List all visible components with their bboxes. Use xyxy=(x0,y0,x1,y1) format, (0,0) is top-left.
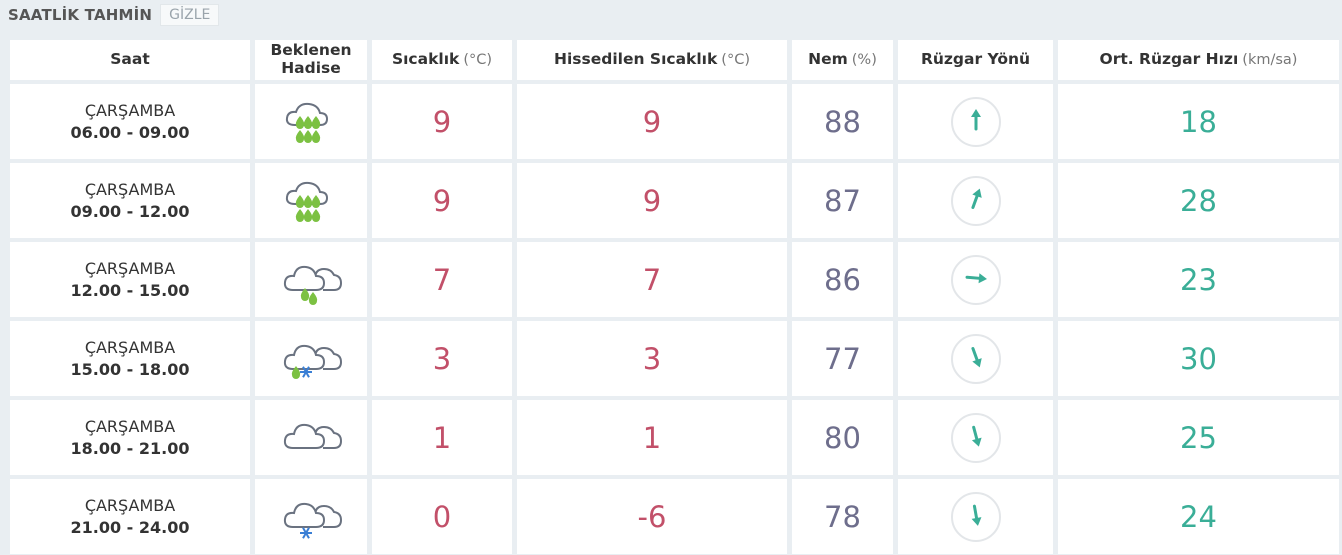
light-snow-icon xyxy=(279,490,343,544)
humidity-value: 78 xyxy=(792,479,893,554)
time-slot-cell: ÇARŞAMBA 15.00 - 18.00 xyxy=(10,321,250,396)
day-label: ÇARŞAMBA xyxy=(84,179,176,199)
wind-compass xyxy=(950,491,1001,542)
feels-like-value: 1 xyxy=(517,400,787,475)
wind-compass xyxy=(950,175,1001,226)
time-slot-cell: ÇARŞAMBA 09.00 - 12.00 xyxy=(10,163,250,238)
wind-compass xyxy=(950,412,1001,463)
wind-arrow-icon xyxy=(963,423,989,453)
humidity-value: 80 xyxy=(792,400,893,475)
humidity-value: 77 xyxy=(792,321,893,396)
wind-direction-cell xyxy=(898,400,1053,475)
day-label: ÇARŞAMBA xyxy=(84,100,176,120)
time-slot-cell: ÇARŞAMBA 12.00 - 15.00 xyxy=(10,242,250,317)
temperature-value: 9 xyxy=(372,84,512,159)
column-header-temperature: Sıcaklık (°C) xyxy=(372,40,512,80)
day-label: ÇARŞAMBA xyxy=(84,416,176,436)
hourly-forecast-table: Saat Beklenen Hadise Sıcaklık (°C) Hissedi… xyxy=(10,40,1339,554)
time-slot-cell: ÇARŞAMBA 18.00 - 21.00 xyxy=(10,400,250,475)
wind-arrow-icon xyxy=(963,107,989,137)
temperature-value: 1 xyxy=(372,400,512,475)
humidity-value: 88 xyxy=(792,84,893,159)
column-header-feels-like: Hissedilen Sıcaklık (°C) xyxy=(517,40,787,80)
temperature-value: 0 xyxy=(372,479,512,554)
wind-direction-cell xyxy=(898,479,1053,554)
column-header-wind-direction: Rüzgar Yönü xyxy=(898,40,1053,80)
time-slot-cell: ÇARŞAMBA 06.00 - 09.00 xyxy=(10,84,250,159)
time-range: 15.00 - 18.00 xyxy=(70,359,190,379)
feels-like-value: 7 xyxy=(517,242,787,317)
weather-event-cell xyxy=(255,84,367,159)
humidity-value: 86 xyxy=(792,242,893,317)
temperature-value: 3 xyxy=(372,321,512,396)
feels-like-value: -6 xyxy=(517,479,787,554)
wind-speed-value: 30 xyxy=(1058,321,1339,396)
feels-like-value: 3 xyxy=(517,321,787,396)
wind-speed-value: 18 xyxy=(1058,84,1339,159)
weather-event-cell xyxy=(255,479,367,554)
feels-like-value: 9 xyxy=(517,84,787,159)
wind-speed-value: 28 xyxy=(1058,163,1339,238)
day-label: ÇARŞAMBA xyxy=(84,258,176,278)
time-range: 09.00 - 12.00 xyxy=(70,201,190,221)
time-range: 21.00 - 24.00 xyxy=(70,517,190,537)
wind-direction-cell xyxy=(898,321,1053,396)
weather-event-cell xyxy=(255,321,367,396)
wind-direction-cell xyxy=(898,242,1053,317)
forecast-header: SAATLİK TAHMİN GİZLE xyxy=(8,4,220,26)
column-header-humidity: Nem (%) xyxy=(792,40,893,80)
wind-arrow-icon xyxy=(963,265,989,295)
time-range: 06.00 - 09.00 xyxy=(70,122,190,142)
wind-speed-value: 23 xyxy=(1058,242,1339,317)
wind-speed-value: 24 xyxy=(1058,479,1339,554)
wind-direction-cell xyxy=(898,163,1053,238)
wind-speed-value: 25 xyxy=(1058,400,1339,475)
wind-arrow-icon xyxy=(963,186,989,216)
time-range: 18.00 - 21.00 xyxy=(70,438,190,458)
wind-direction-cell xyxy=(898,84,1053,159)
wind-compass xyxy=(950,96,1001,147)
heavy-rain-icon xyxy=(279,95,343,149)
wind-arrow-icon xyxy=(963,502,989,532)
wind-compass xyxy=(950,333,1001,384)
sleet-icon xyxy=(279,332,343,386)
time-range: 12.00 - 15.00 xyxy=(70,280,190,300)
day-label: ÇARŞAMBA xyxy=(84,337,176,357)
feels-like-value: 9 xyxy=(517,163,787,238)
column-header-wind-speed: Ort. Rüzgar Hızı (km/sa) xyxy=(1058,40,1339,80)
temperature-value: 9 xyxy=(372,163,512,238)
cloudy-icon xyxy=(279,411,343,465)
weather-event-cell xyxy=(255,242,367,317)
wind-compass xyxy=(950,254,1001,305)
weather-event-cell xyxy=(255,163,367,238)
hide-button[interactable]: GİZLE xyxy=(160,4,220,26)
wind-arrow-icon xyxy=(963,344,989,374)
weather-event-cell xyxy=(255,400,367,475)
temperature-value: 7 xyxy=(372,242,512,317)
heavy-rain-icon xyxy=(279,174,343,228)
column-header-time: Saat xyxy=(10,40,250,80)
humidity-value: 87 xyxy=(792,163,893,238)
column-header-event: Beklenen Hadise xyxy=(255,40,367,80)
time-slot-cell: ÇARŞAMBA 21.00 - 24.00 xyxy=(10,479,250,554)
day-label: ÇARŞAMBA xyxy=(84,495,176,515)
section-title: SAATLİK TAHMİN xyxy=(8,6,153,24)
light-rain-icon xyxy=(279,253,343,307)
